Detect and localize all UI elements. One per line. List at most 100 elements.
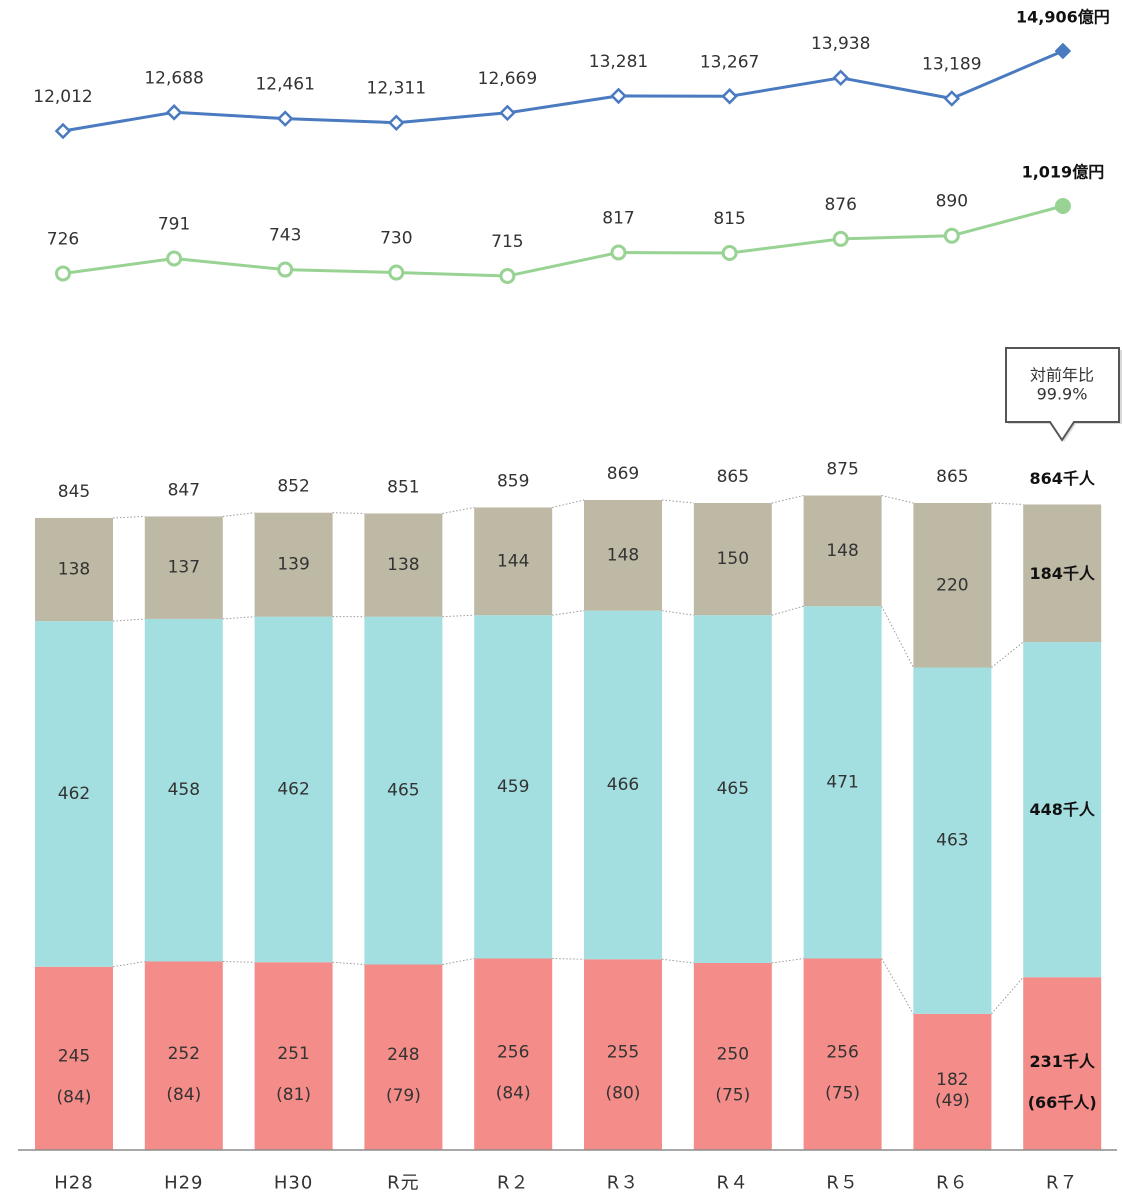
- callout-value: 99.9%: [1037, 385, 1088, 404]
- connector-line: [771, 958, 804, 964]
- segment-value-label: 248: [387, 1045, 419, 1065]
- connector-line: [552, 958, 585, 960]
- connector-line: [661, 958, 694, 964]
- category-label: R７: [1046, 1173, 1079, 1194]
- line-value-label: 730: [380, 229, 412, 249]
- line-value-label: 715: [491, 232, 523, 252]
- segment-value-label: 245: [58, 1046, 90, 1066]
- connector-line: [661, 499, 694, 504]
- segment-value-label: 150: [717, 549, 749, 569]
- line-value-label: 13,267: [700, 52, 759, 72]
- total-label: 869: [607, 464, 639, 484]
- total-label: 851: [387, 477, 419, 497]
- connector-line: [552, 610, 585, 616]
- line-value-label: 12,311: [367, 79, 426, 99]
- segment-value-label: 231千人: [1029, 1052, 1095, 1071]
- segment-value-label: 462: [58, 784, 90, 804]
- line-value-label: 743: [269, 226, 301, 246]
- bar-segment-middle: [35, 621, 113, 967]
- bar-segment-bottom: [474, 958, 553, 1150]
- line-value-label: 876: [824, 195, 856, 215]
- total-label: 847: [168, 480, 200, 500]
- segment-value-label: 255: [607, 1043, 639, 1063]
- segment-sub-label: (80): [606, 1084, 641, 1104]
- segment-value-label: 256: [497, 1042, 529, 1062]
- total-label: 865: [717, 467, 749, 487]
- callout-frame: [1005, 347, 1120, 442]
- line-value-label: 13,189: [922, 54, 981, 74]
- segment-sub-label: (84): [57, 1087, 92, 1107]
- bar-segment-middle: [803, 606, 882, 959]
- segment-value-label: 250: [717, 1045, 749, 1065]
- bar-segment-top: [584, 499, 662, 611]
- segment-sub-label: (66千人): [1028, 1093, 1097, 1112]
- connector-line: [991, 976, 1024, 1015]
- segment-value-label: 138: [58, 560, 90, 580]
- connector-line: [332, 961, 365, 965]
- connector-line: [881, 495, 914, 504]
- segment-value-label: 137: [168, 558, 200, 578]
- segment-value-label: 459: [497, 777, 529, 797]
- bar-segment-bottom: [35, 966, 113, 1150]
- bar-segment-bottom: [144, 961, 223, 1150]
- line-path: [62, 49, 1064, 133]
- callout-label: 対前年比: [1030, 366, 1094, 385]
- bar-segment-bottom: [803, 958, 882, 1150]
- circle-marker: [277, 261, 294, 278]
- segment-value-label: 465: [387, 781, 419, 801]
- category-label: R３: [607, 1173, 640, 1194]
- bar-segment-middle: [144, 618, 223, 962]
- line-value-label: 791: [158, 215, 190, 235]
- circle-marker: [166, 250, 183, 267]
- connector-line: [552, 499, 585, 508]
- line-value-label: 13,938: [811, 34, 870, 54]
- line-value-label: 815: [713, 209, 745, 229]
- total-label: 845: [58, 482, 90, 502]
- diamond-marker: [610, 87, 627, 105]
- bar-segment-bottom: [913, 1013, 992, 1150]
- bar-segment-top: [474, 507, 553, 616]
- line-value-label: 13,281: [589, 52, 648, 72]
- connector-line: [442, 958, 475, 965]
- segment-value-label: 251: [277, 1044, 309, 1064]
- segment-value-label: 256: [826, 1042, 858, 1062]
- circle-marker: [832, 230, 849, 247]
- circle-marker: [943, 227, 960, 244]
- bar-segment-top: [254, 512, 333, 617]
- segment-value-label: 462: [277, 779, 309, 799]
- category-label: R２: [497, 1173, 530, 1194]
- connector-line: [222, 616, 255, 620]
- connector-line: [222, 512, 255, 517]
- bar-segment-bottom: [1023, 977, 1102, 1150]
- bar-segment-bottom: [364, 964, 443, 1150]
- circle-marker: [721, 244, 738, 261]
- segment-value-label: 148: [607, 545, 639, 565]
- segment-value-label: 138: [387, 555, 419, 575]
- bar-segment-middle: [1023, 642, 1102, 978]
- line-value-label: 14,906億円: [1016, 8, 1110, 27]
- category-label: H29: [164, 1173, 203, 1194]
- bar-segment-middle: [254, 616, 333, 963]
- diamond-marker: [721, 88, 738, 105]
- connector-line: [442, 506, 475, 514]
- diamond-marker: [943, 90, 961, 107]
- segment-value-label: 471: [826, 772, 858, 792]
- diamond-marker: [832, 69, 849, 87]
- category-label: R元: [387, 1173, 420, 1194]
- callout-box: 対前年比 99.9%: [1005, 347, 1122, 442]
- connector-line: [881, 958, 914, 1015]
- segment-sub-label: (81): [276, 1085, 311, 1105]
- diamond-marker: [54, 122, 72, 140]
- segment-sub-label: (49): [935, 1091, 970, 1111]
- bar-segment-top: [803, 495, 882, 607]
- connector-line: [112, 618, 145, 622]
- diamond-marker: [388, 114, 405, 132]
- circle-marker: [499, 268, 516, 284]
- connector-line: [881, 605, 914, 668]
- total-label: 875: [826, 460, 858, 480]
- segment-value-label: 463: [936, 831, 968, 851]
- line-value-label: 12,669: [478, 69, 537, 89]
- diamond-marker: [1054, 42, 1072, 60]
- line-value-label: 726: [47, 229, 79, 249]
